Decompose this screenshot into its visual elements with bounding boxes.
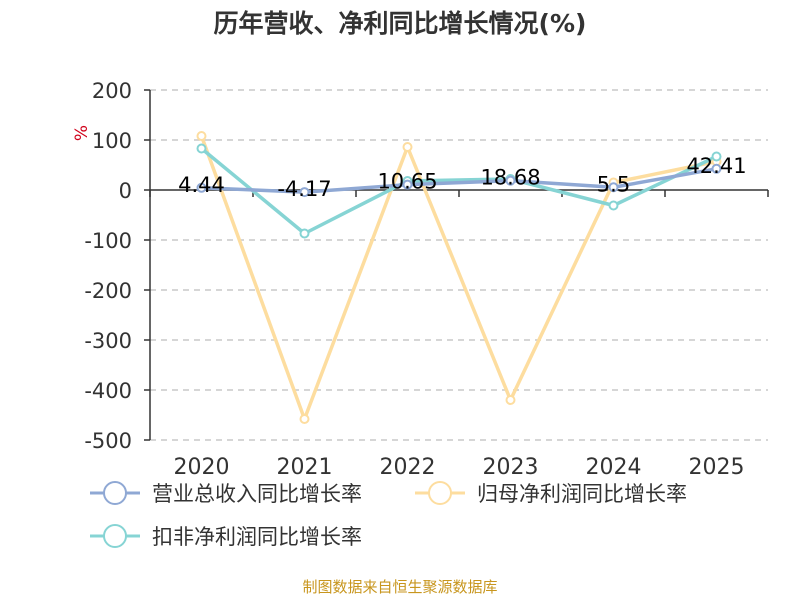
legend-item: 营业总收入同比增长率: [90, 481, 362, 506]
chart-title: 历年营收、净利同比增长情况(%): [214, 9, 587, 38]
series-points: [196, 131, 722, 424]
data-point: [711, 151, 722, 162]
data-label: 5.5: [597, 172, 630, 196]
data-point: [505, 175, 516, 186]
legend-label: 扣非净利润同比增长率: [152, 525, 362, 549]
x-tick-label: 2024: [586, 455, 642, 480]
x-tick-label: 2021: [277, 455, 333, 480]
legend-item: 扣非净利润同比增长率: [90, 524, 362, 549]
series-line: [200, 147, 718, 236]
data-label: 10.65: [377, 170, 437, 194]
x-tick-label: 2023: [483, 455, 539, 480]
data-label: 4.44: [178, 173, 225, 197]
legend-label: 归母净利润同比增长率: [477, 482, 687, 506]
y-ticks: 200 100 0 -100 -200 -300 -400 -500: [84, 79, 132, 453]
legend-swatch-marker: [103, 481, 127, 505]
x-tick-label: 2025: [689, 455, 745, 480]
data-label: 42.41: [686, 154, 746, 178]
data-point: [608, 200, 619, 211]
data-point: [505, 395, 516, 405]
y-tick-label: -100: [84, 229, 132, 253]
x-tick-label: 2020: [174, 455, 230, 480]
data-label: 18.68: [480, 166, 540, 190]
data-point: [402, 142, 413, 152]
y-tick-label: -200: [84, 279, 132, 303]
data-point: [196, 143, 207, 154]
x-ticks: 2020 2021 2022 2023 2024 2025: [174, 455, 745, 480]
footer-source: 制图数据来自恒生聚源数据库: [302, 578, 497, 596]
y-tick-label: 100: [92, 129, 132, 153]
data-point: [299, 414, 310, 424]
grid: [150, 89, 768, 441]
data-labels: 4.44 -4.17 10.65 18.68 5.5 42.41: [178, 154, 746, 201]
x-tick-label: 2022: [380, 455, 436, 480]
y-tick-label: -300: [84, 329, 132, 353]
legend-swatch-marker: [428, 481, 452, 505]
series-lines: [199, 135, 718, 421]
data-point: [299, 228, 310, 239]
legend-swatch-marker: [103, 524, 127, 548]
data-point: [711, 163, 722, 174]
legend-label: 营业总收入同比增长率: [152, 482, 362, 506]
data-point: [608, 182, 619, 193]
data-point: [196, 182, 207, 193]
series-line: [199, 135, 717, 421]
y-axis-unit: %: [72, 125, 92, 141]
legend-item: 归母净利润同比增长率: [415, 481, 687, 506]
series-line: [201, 167, 717, 194]
data-point: [402, 179, 413, 190]
data-point: [299, 187, 310, 198]
y-tick-label: -400: [84, 379, 132, 403]
data-label: -4.17: [277, 177, 331, 201]
data-point: [196, 131, 207, 141]
y-tick-label: 200: [92, 79, 132, 103]
y-tick-label: 0: [119, 179, 132, 203]
y-tick-label: -500: [84, 429, 132, 453]
